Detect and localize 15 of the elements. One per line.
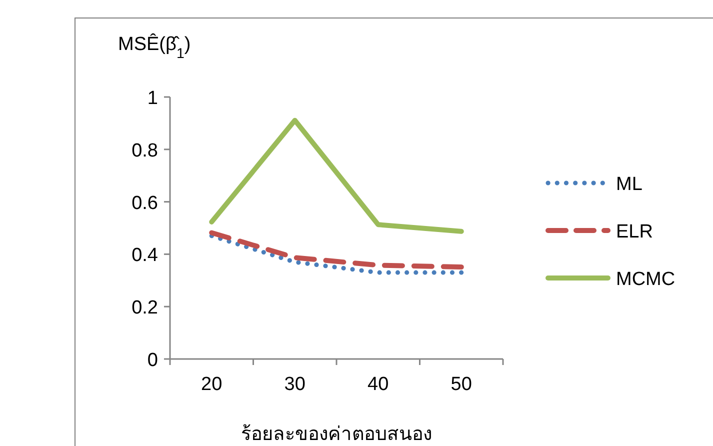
xtick: 50 — [450, 374, 472, 395]
xtick: 20 — [201, 374, 222, 395]
ytick: 0 — [147, 350, 158, 371]
ytick: 0.8 — [132, 140, 158, 162]
legend-label: MCMC — [616, 269, 676, 290]
xtick: 30 — [284, 374, 306, 395]
ylabel: MSÊ(β̂$_{1}$) — [118, 34, 191, 62]
xlabel: ร้อยละของค่าตอบสนอง — [241, 424, 432, 445]
ytick: 0.2 — [132, 298, 158, 319]
legend-label: ELR — [616, 222, 653, 242]
ytick: 0.6 — [132, 192, 158, 214]
legend-label: ML — [616, 174, 642, 195]
ytick: 1 — [147, 88, 158, 109]
ytick: 0.4 — [132, 245, 158, 266]
xtick: 40 — [368, 374, 389, 395]
